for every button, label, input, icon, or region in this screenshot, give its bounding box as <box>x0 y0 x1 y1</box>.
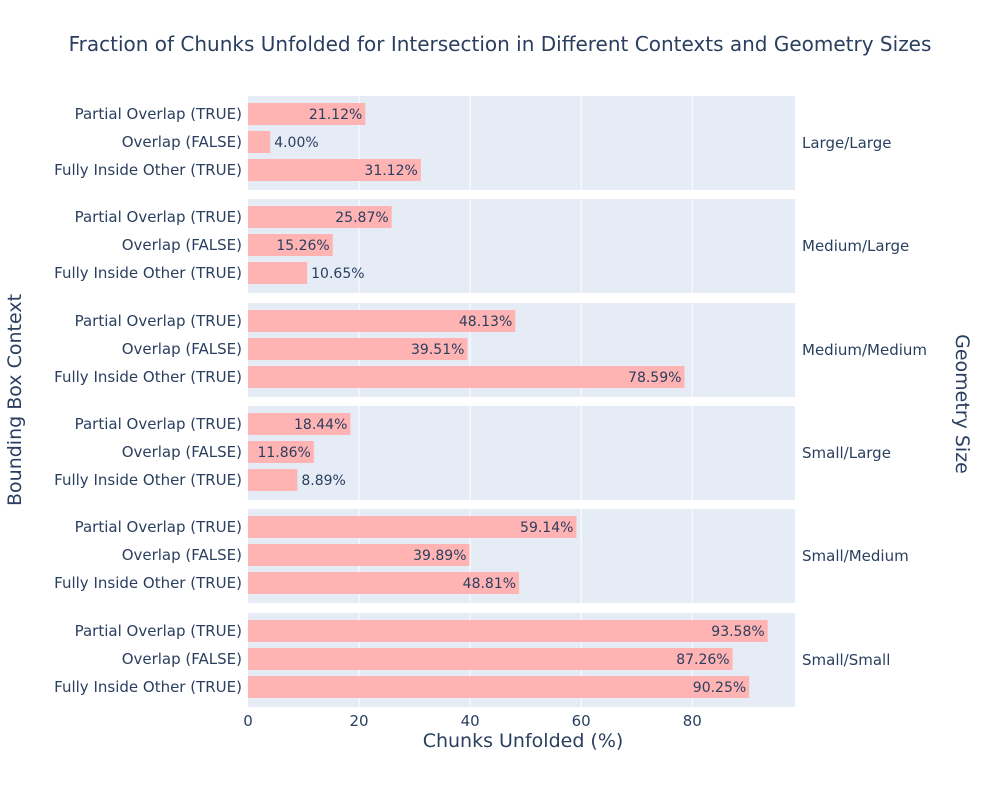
data-label: 8.89% <box>301 473 345 489</box>
y-axis-title: Bounding Box Context <box>4 294 26 506</box>
category-label: Fully Inside Other (TRUE) <box>54 471 242 489</box>
bar <box>248 234 333 256</box>
bar <box>248 413 351 435</box>
data-label: 93.58% <box>711 624 764 640</box>
category-label: Fully Inside Other (TRUE) <box>54 574 242 592</box>
data-label: 15.26% <box>276 238 329 254</box>
facet-label: Large/Large <box>802 134 891 152</box>
data-label: 87.26% <box>676 652 729 668</box>
category-label: Overlap (FALSE) <box>122 650 242 668</box>
category-label: Fully Inside Other (TRUE) <box>54 264 242 282</box>
bar <box>248 159 421 181</box>
data-label: 25.87% <box>335 210 388 226</box>
bar <box>248 310 516 332</box>
category-label: Partial Overlap (TRUE) <box>75 312 242 330</box>
data-label: 39.89% <box>413 548 466 564</box>
x-tick-label: 80 <box>683 712 702 730</box>
category-label: Fully Inside Other (TRUE) <box>54 161 242 179</box>
category-label: Partial Overlap (TRUE) <box>75 518 242 536</box>
data-label: 21.12% <box>309 107 362 123</box>
bar <box>248 103 366 125</box>
category-label: Overlap (FALSE) <box>122 443 242 461</box>
bar <box>248 516 577 538</box>
facet-label: Medium/Large <box>802 237 909 255</box>
bar <box>248 469 298 491</box>
facet-label: Small/Medium <box>802 547 909 565</box>
category-label: Overlap (FALSE) <box>122 236 242 254</box>
bar <box>248 366 685 388</box>
bar <box>248 572 520 594</box>
category-label: Overlap (FALSE) <box>122 340 242 358</box>
bar <box>248 441 314 463</box>
data-label: 59.14% <box>520 520 573 536</box>
facet-axis-title: Geometry Size <box>951 334 973 474</box>
data-label: 11.86% <box>257 445 310 461</box>
category-label: Fully Inside Other (TRUE) <box>54 368 242 386</box>
data-label: 31.12% <box>364 163 417 179</box>
x-tick-label: 40 <box>461 712 480 730</box>
bar <box>248 262 308 284</box>
category-label: Overlap (FALSE) <box>122 546 242 564</box>
plot-area: 21.12% Partial Overlap (TRUE) 4.00% Overlap… <box>54 96 927 730</box>
data-label: 48.13% <box>459 314 512 330</box>
bar <box>248 648 733 670</box>
bar <box>248 131 271 153</box>
category-label: Partial Overlap (TRUE) <box>75 105 242 123</box>
data-label: 10.65% <box>311 266 364 282</box>
chart-title: Fraction of Chunks Unfolded for Intersec… <box>69 32 932 56</box>
category-label: Partial Overlap (TRUE) <box>75 415 242 433</box>
facet-label: Small/Small <box>802 651 890 669</box>
bar <box>248 338 468 360</box>
data-label: 4.00% <box>274 135 318 151</box>
data-label: 78.59% <box>628 370 681 386</box>
facet-label: Small/Large <box>802 444 891 462</box>
x-tick-label: 0 <box>243 712 253 730</box>
category-label: Fully Inside Other (TRUE) <box>54 678 242 696</box>
data-label: 90.25% <box>693 680 746 696</box>
bar <box>248 206 392 228</box>
bar <box>248 544 470 566</box>
data-label: 48.81% <box>463 576 516 592</box>
data-label: 18.44% <box>294 417 347 433</box>
category-label: Overlap (FALSE) <box>122 133 242 151</box>
category-label: Partial Overlap (TRUE) <box>75 208 242 226</box>
x-tick-label: 20 <box>350 712 369 730</box>
x-axis-title: Chunks Unfolded (%) <box>423 730 624 752</box>
x-tick-label: 60 <box>572 712 591 730</box>
bar <box>248 676 750 698</box>
category-label: Partial Overlap (TRUE) <box>75 622 242 640</box>
bar <box>248 620 768 642</box>
data-label: 39.51% <box>411 342 464 358</box>
facet-label: Medium/Medium <box>802 341 927 359</box>
